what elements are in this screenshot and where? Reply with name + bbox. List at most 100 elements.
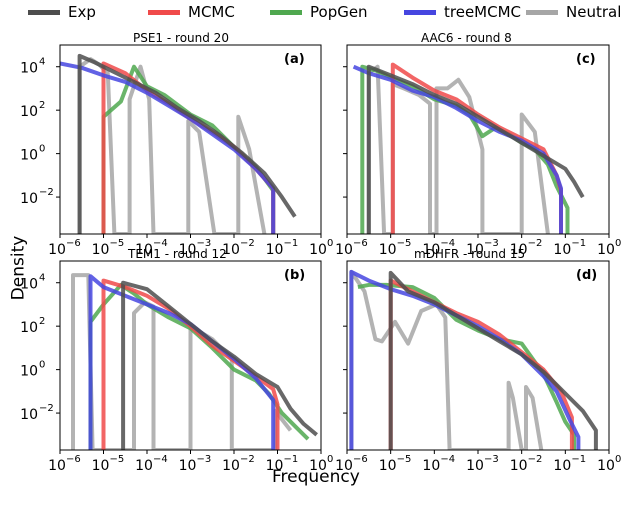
x-tick-exponent: −1 <box>571 238 586 249</box>
panel-bottom-right: 10 −6 10 −5 10 −4 10 −3 10 −2 10 −1 10 0 <box>335 260 621 474</box>
y-tick-label: 10 <box>20 61 38 77</box>
series-line-exp <box>121 280 318 450</box>
x-tick-label: 10 <box>222 242 240 258</box>
y-tick-label: 10 <box>20 148 38 164</box>
y-tick-exponent: −2 <box>39 403 54 414</box>
x-tick-label: 10 <box>335 242 353 258</box>
y-tick-exponent: −2 <box>39 187 54 198</box>
panel-title-pse1: PSE1 - round 20 <box>133 31 229 45</box>
legend-swatch-neutral <box>526 9 558 15</box>
series-group <box>71 273 318 450</box>
x-tick-label: 10 <box>422 242 440 258</box>
series-line-treemcmc <box>352 64 563 234</box>
y-tick-label: 10 <box>20 191 38 207</box>
x-tick-exponent: −1 <box>571 454 586 465</box>
panel-tag-c: (c) <box>576 52 596 67</box>
x-tick-exponent: −6 <box>66 238 81 249</box>
x-tick-exponent: −3 <box>197 238 212 249</box>
series-line-neutral <box>349 269 544 450</box>
legend-item-popgen: PopGen <box>270 3 368 21</box>
x-tick-exponent: 0 <box>327 238 333 249</box>
y-tick-exponent: 2 <box>39 316 45 327</box>
legend-swatch-popgen <box>270 9 302 15</box>
y-tick-label: 10 <box>20 364 38 380</box>
series-line-treemcmc <box>349 269 581 450</box>
x-tick-exponent: −5 <box>397 454 412 465</box>
x-tick-label: 10 <box>379 242 397 258</box>
legend: Exp MCMC PopGen treeMCMC Neutral <box>0 0 634 24</box>
x-tick-label: 10 <box>422 458 440 474</box>
x-tick-exponent: −1 <box>284 238 299 249</box>
x-tick-exponent: −6 <box>353 454 368 465</box>
legend-item-neutral: Neutral <box>526 3 621 21</box>
x-tick-label: 10 <box>510 458 528 474</box>
x-tick-exponent: −2 <box>528 238 543 249</box>
x-tick-exponent: −4 <box>440 238 455 249</box>
x-tick-exponent: 0 <box>615 238 621 249</box>
legend-label-popgen: PopGen <box>310 3 368 21</box>
x-tick-exponent: −2 <box>528 454 543 465</box>
x-tick-label: 10 <box>335 458 353 474</box>
x-tick-exponent: −5 <box>110 454 125 465</box>
x-tick-exponent: −4 <box>153 238 168 249</box>
x-tick-label: 10 <box>48 242 66 258</box>
series-line-treemcmc <box>88 274 276 450</box>
x-tick-exponent: −2 <box>240 454 255 465</box>
legend-label-mcmc: MCMC <box>188 3 235 21</box>
legend-label-neutral: Neutral <box>566 3 622 21</box>
x-tick-exponent: −5 <box>110 238 125 249</box>
x-tick-label: 10 <box>466 242 484 258</box>
panel-tag-d: (d) <box>576 268 598 283</box>
x-tick-label: 10 <box>92 458 110 474</box>
x-tick-label: 10 <box>92 242 110 258</box>
x-tick-exponent: −4 <box>440 454 455 465</box>
x-tick-label: 10 <box>379 458 397 474</box>
legend-item-exp: Exp <box>28 3 96 21</box>
x-tick-label: 10 <box>553 242 571 258</box>
y-tick-exponent: 0 <box>39 360 45 371</box>
y-tick-exponent: 4 <box>39 57 45 68</box>
x-tick-label: 10 <box>48 458 66 474</box>
legend-swatch-treemcmc <box>404 9 436 15</box>
x-tick-exponent: 0 <box>615 454 621 465</box>
x-tick-exponent: −3 <box>197 454 212 465</box>
x-tick-label: 10 <box>510 242 528 258</box>
y-tick-exponent: 2 <box>39 100 45 111</box>
x-tick-label: 10 <box>266 458 284 474</box>
series-group <box>349 269 598 450</box>
y-tick-exponent: 0 <box>39 144 45 155</box>
y-tick-label: 10 <box>20 104 38 120</box>
legend-swatch-exp <box>28 9 60 15</box>
x-axis-label: Frequency <box>272 467 360 487</box>
x-tick-exponent: −3 <box>484 238 499 249</box>
legend-label-exp: Exp <box>68 3 96 21</box>
series-line-exp <box>388 270 598 450</box>
series-line-neutral <box>366 64 550 234</box>
panel-tag-b: (b) <box>284 268 306 283</box>
panel-tag-a: (a) <box>284 52 305 67</box>
panel-bottom-left: 10 −6 10 −5 10 −4 10 −3 10 −2 10 −1 10 010 410 210 010 −2 <box>20 260 333 474</box>
x-tick-label: 10 <box>179 242 197 258</box>
x-tick-exponent: −4 <box>153 454 168 465</box>
x-tick-exponent: −1 <box>284 454 299 465</box>
series-line-exp <box>77 53 297 234</box>
legend-swatch-mcmc <box>148 9 180 15</box>
x-tick-label: 10 <box>179 458 197 474</box>
x-tick-exponent: −2 <box>240 238 255 249</box>
panel-title-aac6: AAC6 - round 8 <box>421 31 512 45</box>
x-tick-label: 10 <box>222 458 240 474</box>
legend-item-mcmc: MCMC <box>148 3 235 21</box>
series-line-mcmc <box>388 278 574 450</box>
y-axis-label: Density <box>8 235 29 301</box>
x-tick-label: 10 <box>466 458 484 474</box>
x-tick-exponent: 0 <box>327 454 333 465</box>
x-tick-label: 10 <box>309 242 327 258</box>
panel-title-mdhfr: mDHFR - round 15 <box>414 247 526 261</box>
x-tick-label: 10 <box>135 458 153 474</box>
series-line-exp <box>366 64 585 234</box>
x-tick-exponent: −6 <box>353 238 368 249</box>
series-group <box>60 53 297 234</box>
x-tick-exponent: −3 <box>484 454 499 465</box>
y-tick-label: 10 <box>20 320 38 336</box>
